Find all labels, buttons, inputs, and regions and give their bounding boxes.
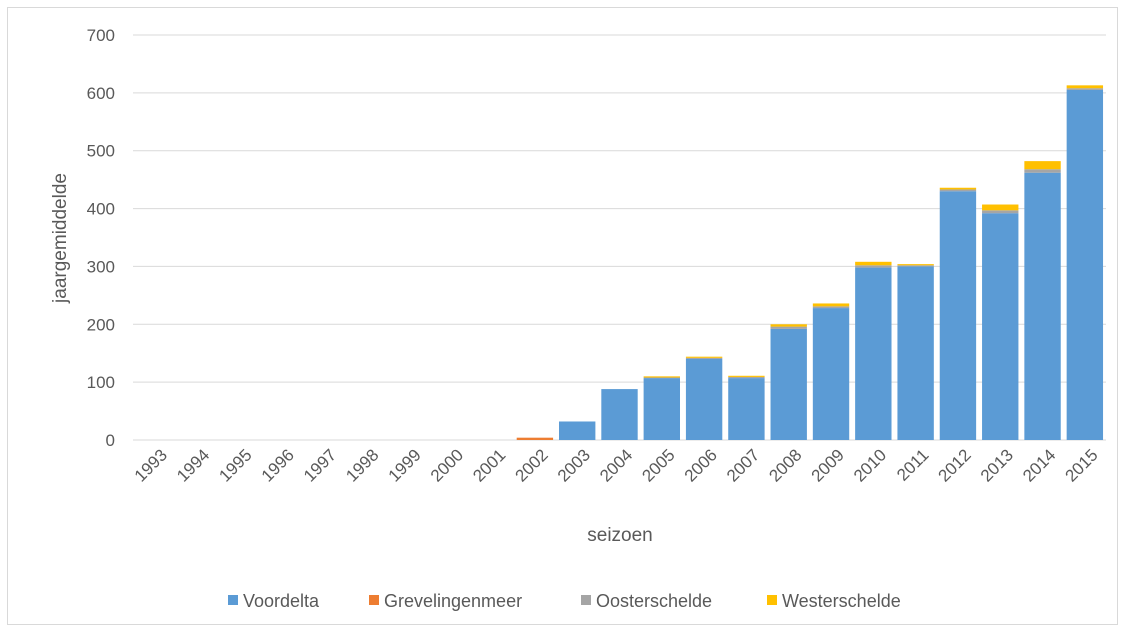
y-tick-label: 200: [87, 315, 115, 334]
y-tick-label: 300: [87, 257, 115, 276]
x-tick-label: 2004: [596, 445, 636, 485]
x-axis-ticks: 1993 1994 1995 1996 1997 1998 1999 2000 2001 2002…: [131, 445, 1102, 485]
legend-label-voordelta: Voordelta: [243, 591, 320, 611]
legend: Voordelta Grevelingenmeer Oosterschelde Wes…: [228, 591, 901, 611]
y-tick-label: 500: [87, 142, 115, 161]
y-tick-label: 600: [87, 84, 115, 103]
y-tick-label: 400: [87, 200, 115, 219]
x-axis-title: seizoen: [587, 525, 653, 546]
bar-oosterschelde-2008: [770, 326, 807, 329]
bar-westerschelde-2008: [770, 324, 807, 327]
legend-swatch-oosterschelde: [581, 595, 591, 605]
bar-oosterschelde-2005: [643, 377, 680, 379]
y-axis-ticks: 0 100 200 300 400 500 600 700: [87, 26, 115, 450]
legend-swatch-voordelta: [228, 595, 238, 605]
bar-voordelta-2003: [559, 421, 596, 440]
bar-westerschelde-2009: [812, 303, 850, 307]
bar-oosterschelde-2015: [1066, 88, 1104, 90]
bar-voordelta-2012: [939, 191, 977, 440]
x-tick-label: 2002: [512, 445, 552, 485]
bar-westerschelde-2007: [728, 375, 765, 377]
bar-westerschelde-2015: [1066, 85, 1104, 89]
x-tick-label: 2011: [893, 445, 932, 484]
bar-voordelta-2006: [685, 359, 723, 440]
bar-westerschelde-2011: [897, 264, 934, 266]
y-axis-title: jaargemiddelde: [50, 173, 71, 304]
bar-oosterschelde-2009: [812, 306, 850, 309]
bar-voordelta-2007: [728, 378, 765, 440]
bars: [516, 85, 1104, 440]
bar-grevelingenmeer-2002: [516, 437, 554, 440]
x-tick-label: 1998: [342, 445, 382, 485]
x-tick-label: 2000: [427, 445, 467, 485]
x-tick-label: 2014: [1019, 445, 1059, 485]
x-tick-label: 1994: [173, 445, 213, 485]
x-tick-label: 2008: [765, 445, 805, 485]
x-tick-label: 1997: [300, 445, 340, 485]
bar-voordelta-2004: [601, 389, 638, 440]
bar-voordelta-2013: [982, 213, 1019, 440]
legend-label-grevelingenmeer: Grevelingenmeer: [384, 591, 522, 611]
bar-westerschelde-2005: [643, 376, 680, 378]
y-tick-label: 700: [87, 26, 115, 45]
bar-westerschelde-2013: [982, 204, 1019, 211]
legend-swatch-grevelingenmeer: [369, 595, 379, 605]
x-tick-label: 1995: [215, 445, 255, 485]
legend-label-westerschelde: Westerschelde: [782, 591, 901, 611]
legend-label-oosterschelde: Oosterschelde: [596, 591, 712, 611]
bar-westerschelde-2006: [685, 356, 723, 358]
x-tick-label: 2009: [808, 445, 848, 485]
x-tick-label: 1993: [131, 445, 171, 485]
legend-swatch-westerschelde: [767, 595, 777, 605]
bar-oosterschelde-2006: [685, 357, 723, 359]
x-tick-label: 2012: [935, 445, 975, 485]
x-tick-label: 2006: [681, 445, 721, 485]
y-tick-label: 100: [87, 373, 115, 392]
bar-voordelta-2010: [855, 267, 892, 440]
x-tick-label: 1996: [258, 445, 298, 485]
bar-oosterschelde-2007: [728, 376, 765, 379]
x-tick-label: 2005: [638, 445, 678, 485]
bar-oosterschelde-2010: [855, 265, 892, 268]
bar-oosterschelde-2014: [1024, 169, 1061, 173]
x-tick-label: 2003: [554, 445, 594, 485]
bar-westerschelde-2010: [855, 261, 892, 266]
bar-oosterschelde-2011: [897, 265, 934, 267]
x-tick-label: 1999: [385, 445, 425, 485]
bar-oosterschelde-2013: [982, 210, 1019, 214]
x-tick-label: 2013: [977, 445, 1017, 485]
bar-voordelta-2005: [643, 378, 680, 440]
x-tick-label: 2015: [1061, 445, 1101, 485]
bar-voordelta-2011: [897, 266, 934, 440]
bar-voordelta-2009: [812, 308, 850, 440]
bar-westerschelde-2014: [1024, 161, 1061, 170]
bar-voordelta-2008: [770, 328, 807, 440]
x-tick-label: 2001: [469, 445, 509, 485]
bar-oosterschelde-2012: [939, 189, 977, 192]
y-tick-label: 0: [106, 431, 115, 450]
x-tick-label: 2010: [850, 445, 890, 485]
bar-voordelta-2015: [1066, 89, 1104, 440]
bar-westerschelde-2012: [939, 187, 977, 190]
bar-voordelta-2014: [1024, 172, 1061, 440]
x-tick-label: 2007: [723, 445, 763, 485]
